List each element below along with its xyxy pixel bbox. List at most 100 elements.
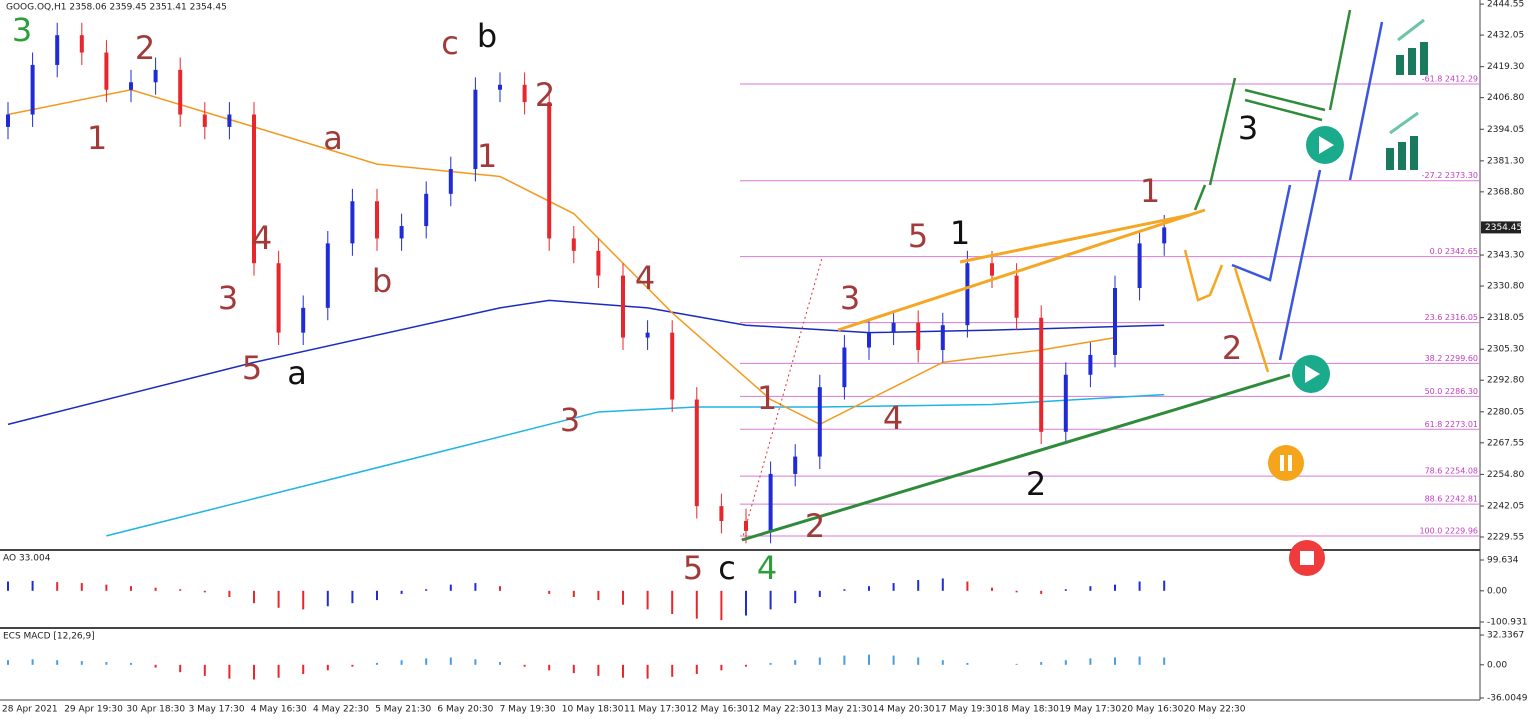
candle-body (744, 521, 748, 531)
candle-body (252, 114, 256, 264)
candle-body (202, 114, 207, 127)
candle-body (916, 322, 921, 350)
candle-body (375, 201, 379, 239)
x-tick-label: 5 May 21:30 (375, 705, 431, 715)
wave-label: c (718, 549, 736, 587)
x-tick-label: 17 May 19:30 (935, 705, 997, 715)
wave-label: 3 (840, 279, 860, 317)
x-tick-label: 18 May 18:30 (997, 705, 1059, 715)
wave-label: 5 (683, 549, 703, 587)
chart-title: GOOG.OQ,H1 2358.06 2359.45 2351.41 2354.… (6, 3, 227, 13)
candle-body (522, 84, 527, 103)
candle-body (448, 169, 453, 194)
y-tick-label: 2432.05 (1487, 31, 1524, 41)
candle-body (1063, 374, 1068, 432)
candle-body (719, 506, 724, 522)
y-tick-label: 2305.30 (1487, 345, 1524, 355)
wave-label: 2 (135, 29, 155, 67)
candle-body (1113, 288, 1117, 355)
wave-label: 4 (635, 259, 655, 297)
wave-label: 1 (477, 137, 497, 175)
wave-label: 5 (908, 217, 928, 255)
y-tick-label: 2280.05 (1487, 407, 1524, 417)
candle-body (79, 35, 84, 53)
play-icon (1319, 136, 1334, 154)
bars-icon (1386, 18, 1428, 170)
x-tick-label: 4 May 22:30 (313, 705, 369, 715)
candle-body (965, 263, 970, 326)
wave-label: 1 (1140, 172, 1160, 210)
candle-body (1039, 317, 1044, 432)
wave-label: 2 (1222, 329, 1242, 367)
last-price-box (1481, 221, 1521, 234)
wave-label: 2 (1026, 465, 1046, 503)
y-tick-label: 32.3367 (1487, 631, 1524, 641)
fib-label: 50.0 2286.30 (1425, 387, 1478, 396)
wave-label: 1 (87, 119, 107, 157)
x-tick-label: 12 May 22:30 (748, 705, 810, 715)
x-tick-label: 28 Apr 2021 (2, 705, 58, 715)
candle-body (990, 263, 994, 276)
candle-body (178, 69, 183, 115)
candle-body (424, 193, 429, 227)
y-tick-label: 2318.05 (1487, 313, 1524, 323)
candle-body (1137, 243, 1142, 289)
fib-label: 61.8 2273.01 (1425, 420, 1478, 429)
trend-line (741, 373, 1291, 542)
candle-body (694, 399, 699, 507)
candle-body (547, 102, 552, 239)
y-tick-label: 2381.30 (1487, 156, 1524, 166)
candle-body (301, 307, 306, 333)
y-tick-label: 2394.05 (1487, 125, 1524, 135)
y-tick-label: -36.0049 (1487, 693, 1528, 703)
wave-label: 3 (1238, 109, 1258, 147)
candle-body (227, 114, 232, 127)
y-tick-label: 2419.30 (1487, 62, 1524, 72)
x-tick-label: 4 May 16:30 (251, 705, 307, 715)
candle-body (350, 201, 355, 244)
arrows (1183, 9, 1384, 373)
pause-icon (1268, 445, 1304, 481)
y-tick-label: 2406.80 (1487, 93, 1524, 103)
moving-average (7, 299, 1165, 426)
trend-line (837, 208, 1206, 332)
x-tick-label: 6 May 20:30 (437, 705, 493, 715)
y-tick-label: 2343.30 (1487, 251, 1524, 261)
candle-body (891, 322, 896, 333)
x-tick-label: 13 May 21:30 (811, 705, 873, 715)
trend-line (741, 257, 823, 541)
candle-body (325, 243, 330, 308)
candle-body (768, 473, 773, 531)
candle-body (793, 456, 798, 474)
wave-label: 1 (757, 379, 777, 417)
fib-label: 38.2 2299.60 (1425, 354, 1478, 363)
wave-label: 3 (218, 279, 238, 317)
candle-body (940, 325, 945, 350)
fib-label: -61.8 2412.29 (1422, 75, 1478, 84)
play-icon (1305, 365, 1320, 383)
fib-label: 23.6 2316.05 (1425, 313, 1478, 322)
y-tick-label: 2267.55 (1487, 438, 1524, 448)
candle-body (817, 387, 822, 457)
y-tick-label: 0.00 (1487, 660, 1507, 670)
candle-body (399, 226, 404, 239)
y-tick-label: 0.00 (1487, 586, 1507, 596)
y-tick-label: 2444.55 (1487, 0, 1524, 10)
stop-icon (1300, 551, 1314, 565)
x-tick-label: 11 May 17:30 (624, 705, 686, 715)
x-tick-label: 20 May 22:30 (1184, 705, 1246, 715)
ao-label: AO 33.004 (3, 554, 51, 564)
fib-label: 0.0 2342.65 (1430, 247, 1478, 256)
x-tick-label: 20 May 16:30 (1122, 705, 1184, 715)
wave-label: 4 (757, 549, 777, 587)
trend-line (959, 213, 1191, 264)
y-tick-label: -100.931 (1487, 618, 1527, 628)
wave-label: 2 (805, 507, 825, 545)
wave-label: 5 (242, 349, 262, 387)
wave-label: 4 (252, 219, 272, 257)
x-tick-label: 14 May 20:30 (873, 705, 935, 715)
wave-label: b (477, 17, 497, 55)
candle-body (1088, 354, 1093, 375)
candle-body (596, 250, 601, 276)
